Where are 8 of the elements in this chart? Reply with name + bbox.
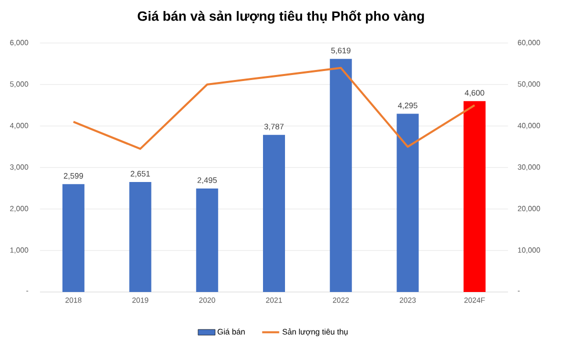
bar	[263, 134, 285, 292]
bar	[330, 58, 352, 292]
bar	[396, 114, 419, 292]
bar	[129, 182, 152, 292]
chart-title: Giá bán và sản lượng tiêu thụ Phốt pho vàng	[138, 10, 424, 24]
bar	[196, 188, 218, 292]
bar	[62, 184, 84, 292]
bar	[464, 101, 486, 292]
